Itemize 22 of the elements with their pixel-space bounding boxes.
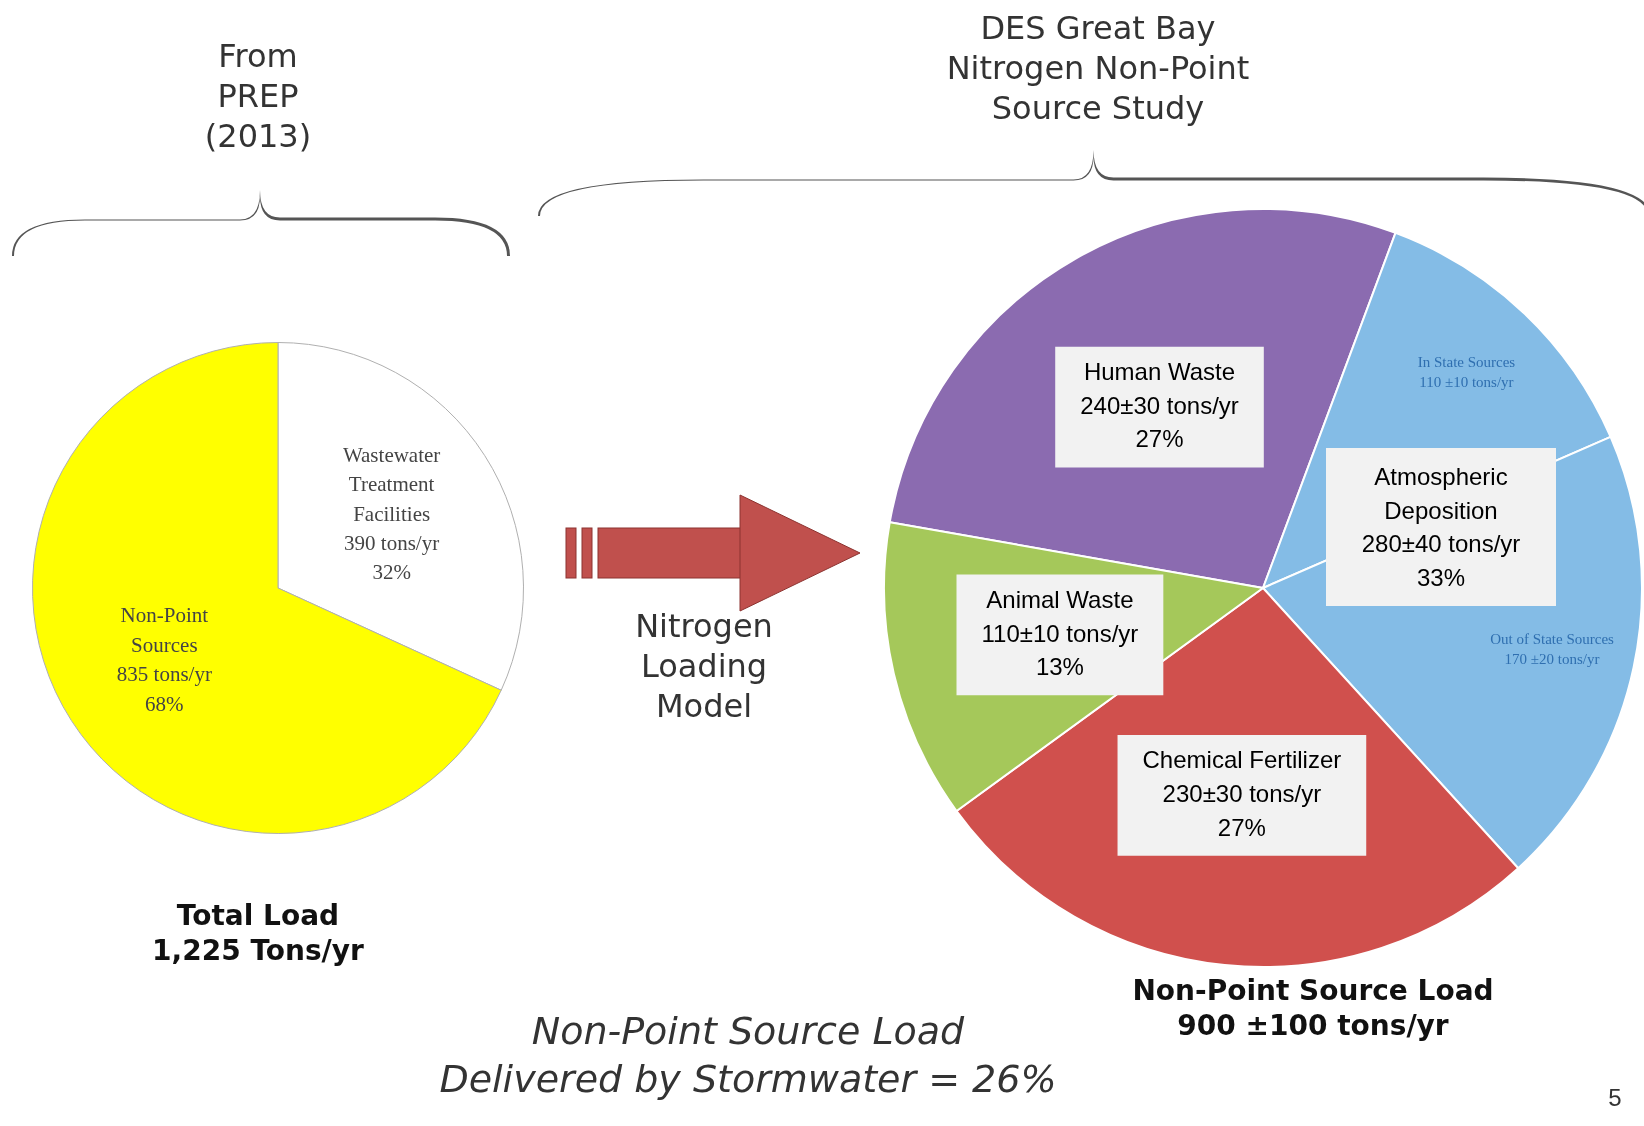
- text: Non-Point Source Load 900 ±100 tons/yr: [1131, 973, 1495, 1043]
- text: Nitrogen Loading Model: [635, 606, 773, 726]
- slice-label: Human Waste: [1083, 358, 1236, 386]
- slice-label: In State Sources: [1417, 354, 1516, 371]
- data-label: 835 tons/yr 68%: [116, 662, 212, 716]
- chart-title: From PREP (2013): [203, 36, 313, 156]
- slice-label: Chemical Fertilizer: [1142, 746, 1342, 774]
- data-label: 170 ±20 tons/yr: [1504, 650, 1600, 667]
- data-label: 390 tons/yr 32%: [344, 530, 440, 585]
- slice-label: Wastewater Treatment Facilities: [342, 442, 441, 526]
- text: Non-Point Source Load Delivered by Stormwater = 26%: [439, 1008, 1057, 1103]
- text: Atmospheric Deposition 280±40 tons/yr 33%: [1325, 448, 1557, 607]
- data-label: 110±10 tons/yr 13%: [981, 619, 1139, 681]
- data-label: 230±30 tons/yr 27%: [1162, 780, 1322, 841]
- chart-title: DES Great Bay Nitrogen Non-Point Source Study: [945, 8, 1251, 128]
- slice-label: Out of State Sources: [1490, 630, 1615, 647]
- data-label: 240±30 tons/yr 27%: [1080, 391, 1239, 453]
- text: 5: [1608, 1083, 1622, 1113]
- slice-label: Animal Waste: [986, 586, 1134, 613]
- text: Total Load 1,225 Tons/yr: [151, 898, 365, 968]
- slice-label: Non-Point Sources: [120, 603, 209, 657]
- data-label: 110 ±10 tons/yr: [1419, 374, 1514, 391]
